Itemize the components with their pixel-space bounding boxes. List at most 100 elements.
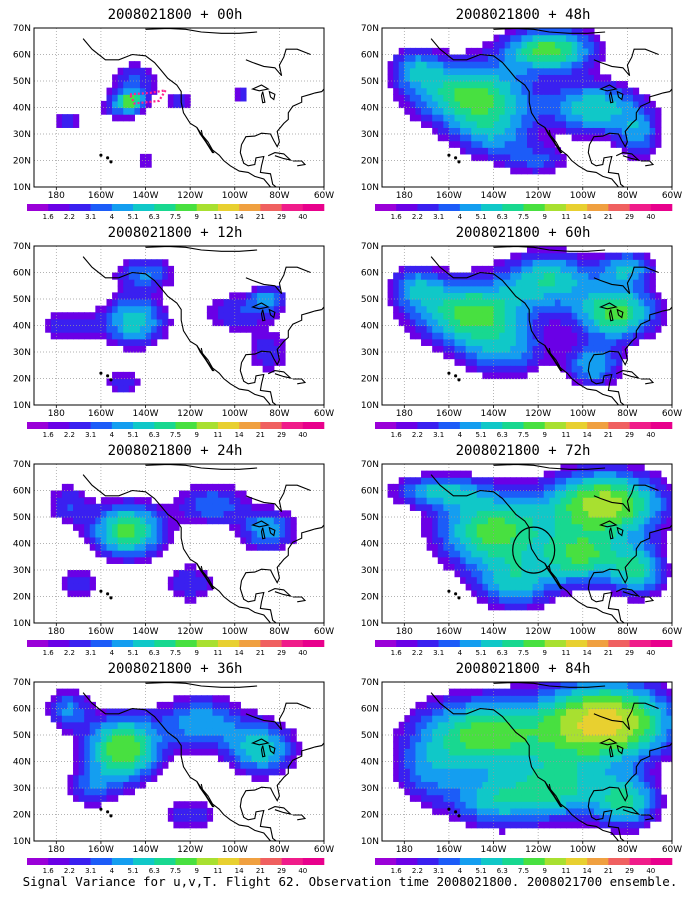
colorbar-swatch <box>459 640 482 647</box>
colorbar-label: 5.1 <box>475 431 486 439</box>
colorbar-label: 7.5 <box>518 649 529 657</box>
colorbar-label: 40 <box>298 431 307 439</box>
colorbar-swatch <box>565 640 588 647</box>
lat-tick-label: 60N <box>13 487 31 497</box>
colorbar-swatch <box>587 640 609 647</box>
lon-tick-label: 180 <box>396 409 413 419</box>
lat-tick-label: 30N <box>361 130 379 140</box>
colorbar-label: 5.1 <box>127 649 138 657</box>
map-panel-24h: 2008021800 + 24h 180 160W 140W 120W 100W 80W 60… <box>10 442 340 657</box>
lat-tick-label: 40N <box>361 540 379 550</box>
colorbar-swatch <box>650 422 673 429</box>
colorbar: 1.6 2.2 3.1 4 5.1 6.3 7.5 9 11 14 21 29 40 <box>375 422 673 439</box>
colorbar-label: 5.1 <box>127 867 138 875</box>
colorbar-label: 40 <box>646 431 655 439</box>
lon-tick-label: 160W <box>436 845 462 855</box>
lon-tick-label: 120W <box>177 409 203 419</box>
colorbar-swatch <box>69 858 91 865</box>
colorbar-swatch <box>396 204 418 211</box>
colorbar-label: 14 <box>583 867 592 875</box>
lon-tick-label: 160W <box>436 191 462 201</box>
colorbar-swatch <box>629 422 652 429</box>
map-panel-00h: 2008021800 + 00h 180 160W 140W 120W 100W 80W 60… <box>10 6 340 221</box>
lat-tick-label: 20N <box>361 593 379 603</box>
coastline <box>430 682 672 841</box>
lat-tick-label: 40N <box>13 322 31 332</box>
lon-tick-label: 100W <box>570 627 596 637</box>
colorbar-label: 3.1 <box>433 867 444 875</box>
colorbar-label: 29 <box>277 213 286 221</box>
colorbar-swatch <box>154 204 176 211</box>
colorbar-label: 6.3 <box>149 649 160 657</box>
colorbar-swatch <box>396 422 418 429</box>
colorbar-swatch <box>175 422 198 429</box>
lon-tick-label: 120W <box>177 191 203 201</box>
lon-tick-label: 140W <box>480 409 506 419</box>
colorbar-swatch <box>608 640 630 647</box>
lon-tick-label: 60W <box>662 845 682 855</box>
colorbar-swatch <box>587 858 609 865</box>
map-frame <box>381 463 673 624</box>
colorbar-label: 1.6 <box>43 867 55 875</box>
lon-tick-label: 100W <box>222 191 248 201</box>
lat-tick-label: 40N <box>361 322 379 332</box>
colorbar-label: 40 <box>298 213 307 221</box>
variance-field <box>382 246 672 405</box>
colorbar-label: 40 <box>298 649 307 657</box>
colorbar-label: 3.1 <box>85 867 96 875</box>
colorbar-swatch <box>281 858 304 865</box>
colorbar-swatch <box>302 858 325 865</box>
colorbar-swatch <box>239 204 261 211</box>
colorbar-swatch <box>260 640 282 647</box>
colorbar-swatch <box>459 858 482 865</box>
colorbar-swatch <box>544 204 567 211</box>
map-panel-60h: 2008021800 + 60h 180 160W 140W 120W 100W 80W 60… <box>358 224 688 439</box>
lat-tick-label: 70N <box>361 460 379 470</box>
colorbar-label: 6.3 <box>497 867 508 875</box>
lon-tick-label: 140W <box>480 627 506 637</box>
colorbar-label: 9 <box>194 213 198 221</box>
colorbar-swatch <box>27 640 49 647</box>
colorbar-label: 2.2 <box>412 867 423 875</box>
colorbar-label: 2.2 <box>64 431 75 439</box>
lon-tick-label: 120W <box>525 627 551 637</box>
colorbar-label: 9 <box>542 431 546 439</box>
lon-tick-label: 120W <box>525 409 551 419</box>
map-frame <box>381 245 673 406</box>
colorbar-label: 5.1 <box>475 213 486 221</box>
lon-tick-label: 180 <box>48 845 65 855</box>
lat-tick-label: 10N <box>361 619 379 629</box>
map-frame <box>33 463 325 624</box>
lat-tick-label: 70N <box>13 460 31 470</box>
colorbar-label: 3.1 <box>85 649 96 657</box>
map-figure: 180 160W 140W 120W 100W 80W 60W 10N 20N 30N 40N 50N… <box>361 242 682 439</box>
lat-tick-label: 50N <box>13 731 31 741</box>
colorbar-swatch <box>133 204 155 211</box>
colorbar-label: 11 <box>213 867 222 875</box>
colorbar-label: 2.2 <box>412 649 423 657</box>
lon-tick-label: 100W <box>222 845 248 855</box>
lon-tick-label: 140W <box>480 191 506 201</box>
colorbar-swatch <box>396 858 418 865</box>
colorbar-swatch <box>438 858 461 865</box>
map-figure: 180 160W 140W 120W 100W 80W 60W 10N 20N 30N 40N 50N… <box>361 24 682 221</box>
lat-tick-label: 20N <box>13 375 31 385</box>
lat-tick-label: 10N <box>361 837 379 847</box>
colorbar-label: 21 <box>256 649 265 657</box>
colorbar-swatch <box>502 204 524 211</box>
lon-tick-label: 120W <box>525 191 551 201</box>
graticule <box>34 464 324 623</box>
lon-tick-label: 160W <box>88 845 114 855</box>
lon-tick-label: 180 <box>48 627 65 637</box>
lat-tick-label: 70N <box>361 24 379 34</box>
colorbar-swatch <box>302 640 325 647</box>
lon-tick-label: 60W <box>314 409 334 419</box>
colorbar-swatch <box>565 204 588 211</box>
colorbar-swatch <box>608 858 630 865</box>
panel-title: 2008021800 + 00h <box>107 7 243 23</box>
panel-title: 2008021800 + 72h <box>455 443 591 459</box>
colorbar-label: 29 <box>277 867 286 875</box>
colorbar-label: 11 <box>561 431 570 439</box>
lon-tick-label: 160W <box>88 409 114 419</box>
colorbar-label: 2.2 <box>64 213 75 221</box>
